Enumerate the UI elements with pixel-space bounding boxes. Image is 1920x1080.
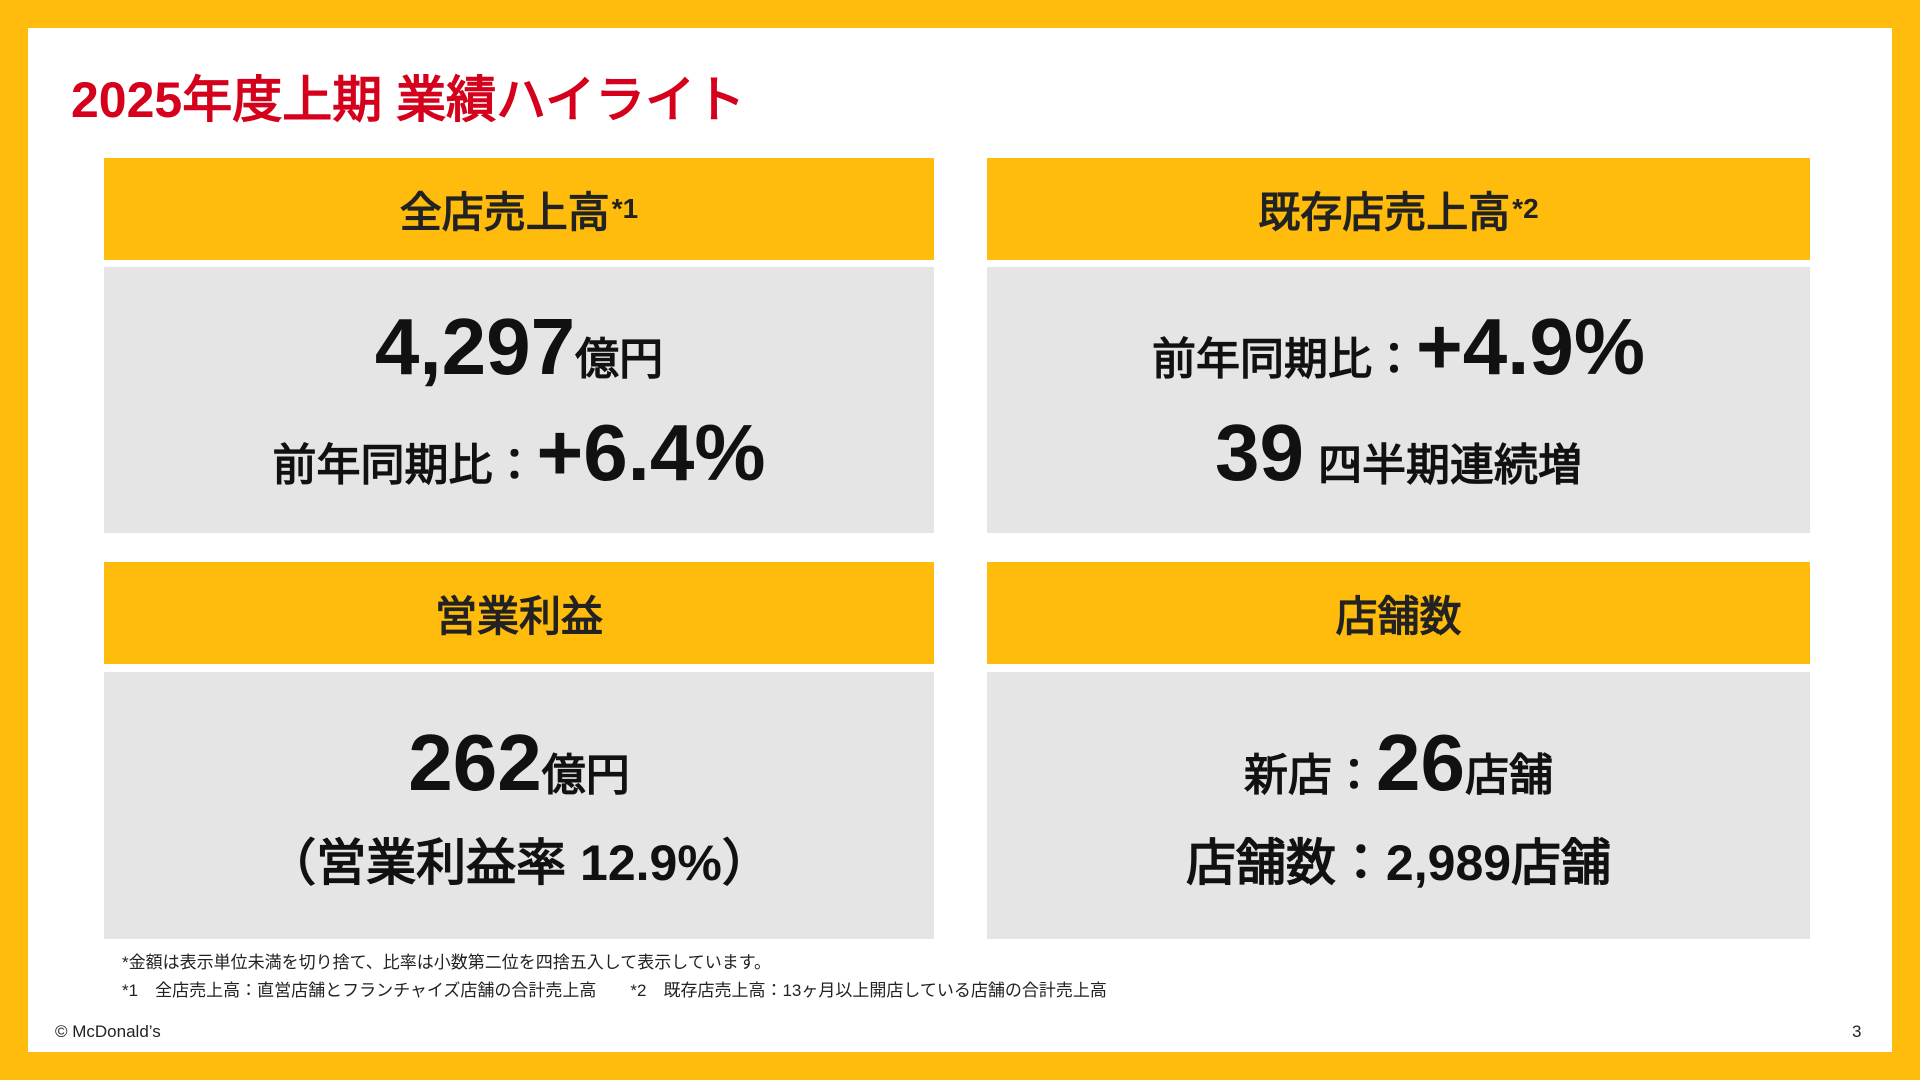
- label: （営業利益率 12.9%）: [266, 834, 772, 891]
- footnote: *金額は表示単位未満を切り捨て、比率は小数第二位を四捨五入して表示しています。: [122, 953, 772, 972]
- line: 前年同期比： +6.4%: [272, 407, 765, 499]
- value: 39: [1215, 408, 1304, 497]
- line: （営業利益率 12.9%）: [266, 823, 772, 895]
- line: 4,297 億円: [375, 301, 663, 393]
- copyright: © McDonald’s: [55, 1022, 161, 1041]
- panel-body: 前年同期比： +4.9% 39 四半期連続増: [987, 267, 1810, 533]
- footnote: *1 全店売上高：直営店舗とフランチャイズ店舗の合計売上高 *2 既存店売上高：…: [122, 981, 1107, 1000]
- unit: 億円: [575, 335, 664, 384]
- label: 前年同期比：: [1151, 335, 1416, 384]
- unit: 店舗: [1464, 750, 1553, 800]
- slide-title: 2025年度上期 業績ハイライト: [71, 72, 746, 128]
- panel-header: 営業利益: [104, 562, 934, 664]
- panel-body: 新店： 26 店舗 店舗数：2,989店舗: [987, 672, 1810, 939]
- header-text: 店舗数: [1335, 592, 1462, 640]
- header-text: 営業利益: [434, 592, 603, 640]
- unit: 四半期連続増: [1317, 441, 1582, 490]
- line: 新店： 26 店舗: [1244, 717, 1553, 809]
- value: +6.4%: [536, 408, 766, 497]
- line: 262 億円: [408, 717, 629, 809]
- panel-header: 店舗数: [987, 562, 1810, 664]
- header-note: *2: [1512, 193, 1539, 224]
- panel-body: 262 億円 （営業利益率 12.9%）: [104, 672, 934, 939]
- label: 前年同期比：: [272, 441, 537, 490]
- header-text: 既存店売上高: [1258, 188, 1511, 236]
- page-number: 3: [1852, 1022, 1862, 1041]
- header-text: 全店売上高: [399, 188, 610, 236]
- line: 39 四半期連続増: [1215, 407, 1582, 499]
- value: 262: [408, 717, 542, 807]
- value: +4.9%: [1415, 302, 1646, 391]
- unit: 億円: [541, 750, 630, 800]
- panel-header: 既存店売上高 *2: [987, 158, 1810, 260]
- value: 4,297: [374, 302, 576, 391]
- panel-body: 4,297 億円 前年同期比： +6.4%: [104, 267, 934, 533]
- label: 新店：: [1244, 750, 1376, 800]
- panel-header: 全店売上高 *1: [104, 158, 934, 260]
- line: 前年同期比： +4.9%: [1152, 301, 1645, 393]
- header-note: *1: [611, 193, 639, 224]
- value: 26: [1376, 717, 1465, 807]
- label: 店舗数：2,989店舗: [1185, 834, 1612, 891]
- line: 店舗数：2,989店舗: [1186, 823, 1611, 895]
